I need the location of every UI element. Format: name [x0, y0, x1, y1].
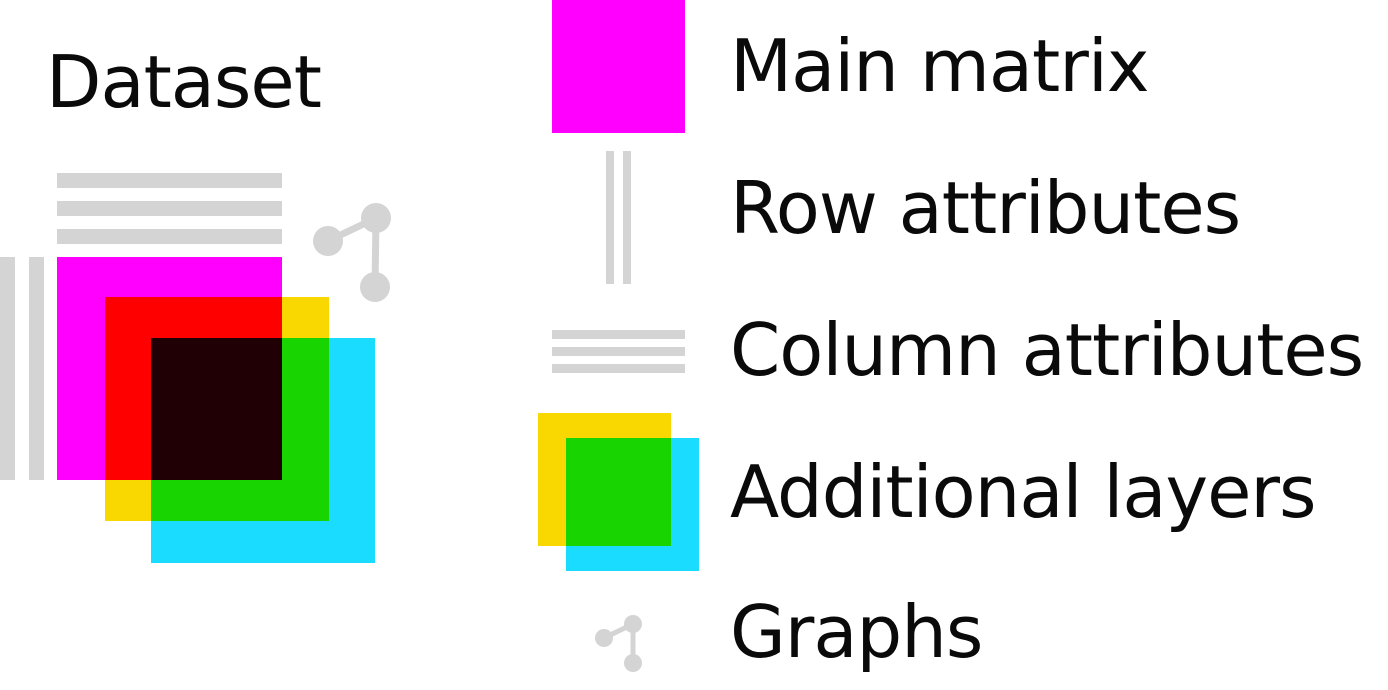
- graph-icon: [595, 615, 642, 672]
- legend-label-graphs: Graphs: [730, 590, 983, 674]
- dataset-illustration: [0, 173, 391, 563]
- row-attributes-icon: [606, 151, 631, 284]
- column-attributes-icon: [552, 330, 685, 373]
- legend-label-main-matrix: Main matrix: [730, 24, 1149, 108]
- legend-label-row-attributes: Row attributes: [730, 166, 1241, 250]
- row-attribute-bars: [0, 257, 44, 480]
- additional-layers-icon: [538, 413, 699, 571]
- column-attribute-bars: [57, 173, 282, 244]
- dataset-title: Dataset: [46, 40, 322, 124]
- main-matrix-icon: [552, 0, 685, 133]
- legend-label-column-attributes: Column attributes: [730, 308, 1364, 392]
- dataset-graph-icon: [313, 203, 391, 302]
- layer-dark-overlap: [151, 338, 282, 480]
- legend-label-additional-layers: Additional layers: [730, 450, 1316, 534]
